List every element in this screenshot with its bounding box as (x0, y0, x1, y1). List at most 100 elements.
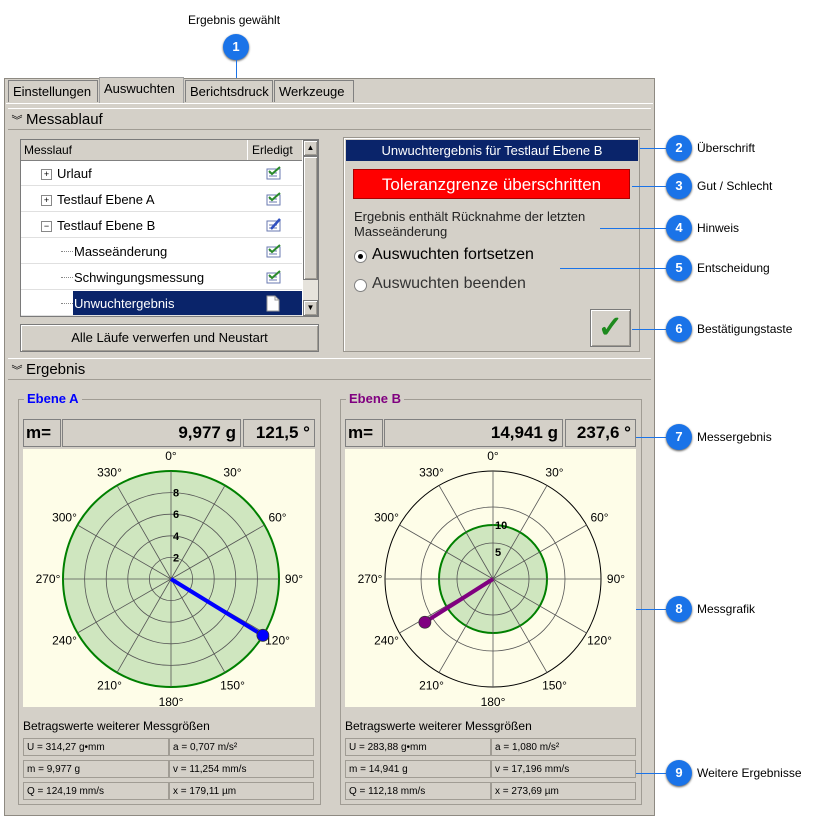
tree-row-label: Masseänderung (74, 244, 168, 259)
tree-row-schwingungsmessung[interactable]: Schwingungsmessung (21, 265, 302, 290)
plane-b-value-v: v = 17,196 mm/s (491, 760, 636, 778)
plane-a-angle-label-3: 90° (285, 572, 303, 586)
status-badge: Toleranzgrenze überschritten (353, 169, 630, 199)
plane-a-spoke-240 (77, 578, 172, 634)
plane-b-angle-label-9: 270° (358, 572, 383, 586)
done-check-icon (266, 270, 281, 284)
scroll-thumb[interactable] (303, 156, 318, 280)
plane-b-vector (423, 577, 495, 624)
tree-row-testlauf-a[interactable]: + Testlauf Ebene A (21, 187, 302, 212)
tree-row-unwuchtergebnis[interactable]: Unwuchtergebnis (21, 291, 302, 316)
plane-b-angle-label-0: 0° (487, 449, 499, 463)
plane-b-angle-label-11: 330° (419, 465, 444, 479)
tree-row-label: Urlauf (57, 166, 92, 181)
ergebnis-title: Ergebnis (26, 361, 86, 378)
plane-a-angle-label-5: 150° (220, 679, 245, 693)
plane-b-value-a: a = 1,080 m/s² (491, 738, 636, 756)
tree-row-label: Testlauf Ebene A (57, 192, 155, 207)
document-icon (266, 295, 280, 312)
plane-a-value-x: x = 179,11 µm (169, 782, 314, 800)
plane-a-value-v: v = 11,254 mm/s (169, 760, 314, 778)
tree-row-testlauf-b[interactable]: − Testlauf Ebene B (21, 213, 302, 238)
tree-connector (61, 277, 73, 279)
plane-a-angle-label-6: 180° (159, 695, 184, 707)
scroll-down-arrow-icon[interactable]: ▼ (303, 300, 318, 316)
plane-a-title: Ebene A (24, 391, 82, 406)
messablauf-header[interactable]: ︾ Messablauf (8, 108, 651, 130)
plane-a-spoke-210 (116, 578, 172, 673)
collapse-chevron-icon: ︾ (11, 115, 23, 127)
confirm-button[interactable]: ✓ (590, 309, 631, 347)
plane-a-radius-label-2: 2 (173, 552, 179, 564)
radio-checked-icon[interactable] (354, 250, 367, 263)
plane-a-spoke-330 (116, 485, 172, 580)
tree-row-urlauf[interactable]: + Urlauf (21, 161, 302, 186)
tree-row-label: Schwingungsmessung (74, 270, 205, 285)
plane-b-radius-label-10: 10 (495, 520, 507, 532)
plane-a-value-u: U = 314,27 g•mm (23, 738, 169, 756)
plane-b-polar-svg: 5 10 0° 30° 60° 90° 120° 150° 180° 210° 240° 270° 30… (358, 449, 626, 709)
plane-a-angle-label-11: 330° (97, 465, 122, 479)
selection-highlight (73, 291, 302, 315)
collapse-chevron-icon: ︾ (11, 365, 23, 377)
tab-auswuchten[interactable]: Auswuchten (99, 77, 184, 103)
plane-b-value-u: U = 283,88 g•mm (345, 738, 491, 756)
callout-2-label: Überschrift (697, 141, 756, 155)
plane-a-radius-label-4: 4 (173, 531, 180, 543)
tab-werkzeuge[interactable]: Werkzeuge (274, 80, 354, 102)
plane-a-angle-label-1: 30° (223, 465, 241, 479)
plane-a-radius-label-6: 6 (173, 509, 179, 521)
callout-7-line (636, 437, 666, 438)
plane-b-angle-label-10: 300° (374, 511, 399, 525)
done-check-icon (266, 192, 281, 206)
plane-b-angle-label-7: 210° (419, 679, 444, 693)
tab-bar: Einstellungen Auswuchten Berichtsdruck W… (8, 77, 658, 104)
callout-3: 3 (666, 173, 692, 199)
callout-8: 8 (666, 596, 692, 622)
plane-a-vector-tip (256, 628, 270, 642)
tab-einstellungen[interactable]: Einstellungen (8, 80, 98, 102)
plane-b-spoke-60 (492, 524, 587, 580)
reset-all-runs-button[interactable]: Alle Läufe verwerfen und Neustart (20, 324, 319, 352)
plane-b-m-label: m= (345, 419, 383, 447)
callout-9-line (636, 773, 666, 774)
callout-9: 9 (666, 760, 692, 786)
tab-berichtsdruck[interactable]: Berichtsdruck (185, 80, 273, 102)
tree-scrollbar[interactable]: ▲ ▼ (303, 140, 318, 316)
plane-a-angle-label-7: 210° (97, 679, 122, 693)
callout-3-line (632, 186, 666, 187)
plane-b-value-x: x = 273,69 µm (491, 782, 636, 800)
collapse-minus-icon[interactable]: − (41, 221, 52, 232)
ergebnis-header[interactable]: ︾ Ergebnis (8, 358, 651, 380)
plane-b-value-m: m = 14,941 g (345, 760, 491, 778)
done-check-icon (266, 166, 281, 180)
plane-a-angle-label-9: 270° (36, 572, 61, 586)
plane-b-angle-label-1: 30° (545, 465, 563, 479)
tree-row-label: Testlauf Ebene B (57, 218, 156, 233)
plane-b-angle-label-8: 240° (374, 634, 399, 648)
plane-a-value-q: Q = 124,19 mm/s (23, 782, 169, 800)
callout-7-label: Messergebnis (697, 430, 772, 444)
plane-b-title: Ebene B (346, 391, 405, 406)
annotation-top-label: Ergebnis gewählt (188, 13, 281, 27)
tree-connector (61, 303, 73, 305)
plane-a-spoke-60 (170, 524, 265, 580)
callout-3-label: Gut / Schlecht (697, 179, 773, 193)
callout-5: 5 (666, 255, 692, 281)
tab-divider (6, 103, 653, 104)
expand-plus-icon[interactable]: + (41, 169, 52, 180)
callout-6-line (632, 329, 666, 330)
tree-row-masseaenderung[interactable]: Masseänderung (21, 239, 302, 264)
plane-b-angle: 237,6 ° (565, 419, 636, 447)
plane-a-angle-label-8: 240° (52, 634, 77, 648)
messlauf-tree[interactable]: Messlauf Erledigt + Urlauf + Testlauf Eb… (20, 139, 319, 317)
expand-plus-icon[interactable]: + (41, 195, 52, 206)
plane-b-radius-label-5: 5 (495, 547, 501, 559)
plane-a-group (18, 399, 321, 805)
result-panel (343, 137, 640, 352)
scroll-up-arrow-icon[interactable]: ▲ (303, 140, 318, 156)
plane-b-angle-label-4: 120° (587, 634, 612, 648)
callout-8-line (636, 609, 666, 610)
callout-4-line (600, 228, 666, 229)
radio-unchecked-icon[interactable] (354, 279, 367, 292)
